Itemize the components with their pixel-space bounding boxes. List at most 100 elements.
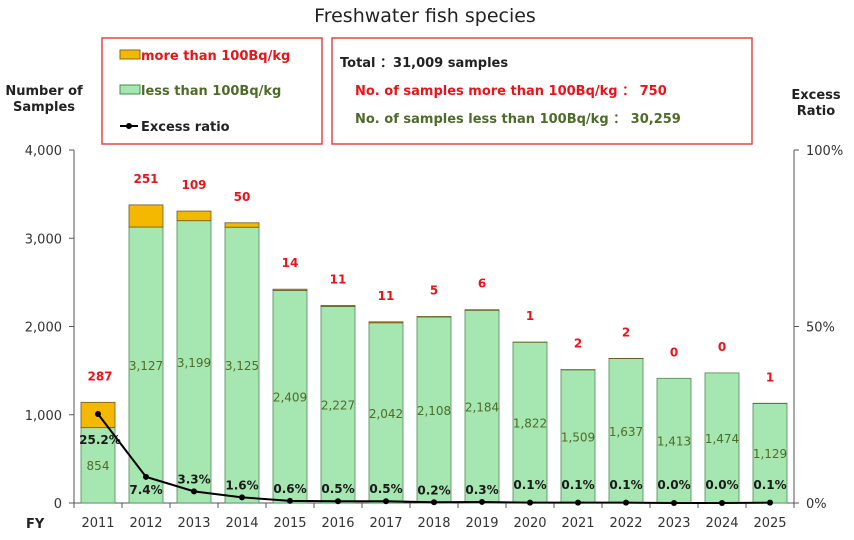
bar-less — [608, 358, 644, 504]
x-tick-label: 2016 — [321, 516, 354, 531]
more-value-label: 2 — [574, 337, 582, 351]
ratio-value-label: 0.2% — [417, 483, 450, 497]
x-tick-label: 2019 — [465, 516, 498, 531]
chart-title: Freshwater fish species — [314, 5, 536, 27]
bars — [80, 204, 788, 504]
ratio-point — [767, 499, 773, 506]
less-value-label: 1,509 — [561, 430, 595, 444]
x-tick-label: 2017 — [369, 516, 402, 531]
bar-more — [272, 288, 308, 291]
y-axis-label: Number of Samples — [5, 84, 83, 115]
less-value-label: 2,108 — [417, 404, 451, 418]
bar-less — [416, 316, 452, 504]
x-tick-label: 2020 — [513, 516, 546, 531]
x-tick-label: 2025 — [753, 516, 786, 531]
less-value-label: 1,413 — [657, 435, 691, 449]
legend-swatch-less — [119, 84, 141, 95]
data-labels: 8542873,1272513,1991093,125502,409142,22… — [79, 172, 787, 497]
more-value-label: 109 — [181, 178, 206, 192]
more-value-label: 0 — [670, 345, 678, 359]
y-tick-label: 4,000 — [25, 144, 62, 159]
ratio-point — [479, 498, 485, 505]
summary-total: Total ：31,009 samples — [340, 56, 508, 71]
ratio-point — [95, 411, 101, 418]
y-tick-label: 0 — [54, 497, 62, 512]
x-tick-label: 2018 — [417, 516, 450, 531]
x-tick-label: 2024 — [705, 516, 738, 531]
less-value-label: 2,409 — [273, 391, 307, 405]
more-value-label: 0 — [718, 340, 726, 354]
bar-less — [656, 377, 692, 504]
less-value-label: 3,199 — [177, 356, 211, 370]
less-value-label: 854 — [87, 459, 110, 473]
y-tick-label: 3,000 — [25, 232, 62, 247]
ratio-point — [143, 473, 149, 480]
legend-marker-ratio — [126, 123, 132, 129]
legend-swatch-more — [119, 49, 141, 60]
y-tick-label: 2,000 — [25, 321, 62, 336]
y2-axis-label: Excess Ratio — [791, 88, 841, 119]
legend-less: less than 100Bq/kg — [141, 84, 281, 99]
ratio-point — [431, 499, 437, 506]
bar-less — [560, 369, 596, 504]
x-tick-label: 2012 — [129, 516, 162, 531]
ratio-value-label: 0.1% — [609, 478, 642, 492]
summary-more: No. of samples more than 100Bq/kg ： 750 — [355, 84, 667, 99]
bar-less — [128, 226, 164, 504]
more-value-label: 1 — [526, 309, 534, 323]
x-tick-label: 2013 — [177, 516, 210, 531]
legend: more than 100Bq/kg less than 100Bq/kg Ex… — [101, 37, 323, 145]
more-value-label: 11 — [378, 289, 395, 303]
legend-more: more than 100Bq/kg — [141, 49, 290, 64]
ratio-point — [623, 499, 629, 506]
less-value-label: 1,129 — [753, 447, 787, 461]
y2-tick-label: 50% — [806, 321, 835, 336]
more-value-label: 14 — [282, 256, 299, 270]
ratio-value-label: 0.5% — [321, 482, 354, 496]
ratio-point — [671, 500, 677, 506]
legend-ratio: Excess ratio — [141, 120, 230, 135]
ratio-point — [383, 498, 389, 505]
x-tick-label: 2011 — [81, 516, 114, 531]
more-value-label: 2 — [622, 325, 630, 339]
ratio-point — [239, 494, 245, 501]
y2-tick-label: 0% — [806, 497, 827, 512]
less-value-label: 1,822 — [513, 417, 547, 431]
x-axis-label: FY — [26, 517, 45, 532]
ratio-value-label: 0.5% — [369, 482, 402, 496]
excess-ratio-line — [95, 411, 773, 506]
less-value-label: 3,127 — [129, 359, 163, 373]
bar-more — [368, 321, 404, 324]
y2-tick-label: 100% — [806, 144, 843, 159]
x-tick-label: 2022 — [609, 516, 642, 531]
bar-less — [176, 220, 212, 504]
bar-less — [368, 322, 404, 504]
bar-more — [128, 204, 164, 228]
ratio-value-label: 1.6% — [225, 478, 258, 492]
bar-more — [320, 305, 356, 307]
ratio-point — [287, 497, 293, 504]
ratio-value-label: 3.3% — [177, 472, 210, 486]
ratio-point — [191, 488, 197, 495]
bar-less — [320, 306, 356, 504]
bar-less — [80, 427, 116, 504]
summary-box: Total ：31,009 samples No. of samples mor… — [331, 37, 753, 145]
bar-less — [464, 309, 500, 504]
ratio-value-label: 7.4% — [129, 483, 162, 497]
ratio-value-label: 0.1% — [561, 478, 594, 492]
summary-less: No. of samples less than 100Bq/kg ： 30,2… — [355, 112, 681, 127]
more-value-label: 11 — [330, 272, 347, 286]
ratio-point — [719, 500, 725, 506]
ratio-point — [527, 499, 533, 506]
y-tick-label: 1,000 — [25, 409, 62, 424]
more-value-label: 1 — [766, 370, 774, 384]
less-value-label: 2,184 — [465, 401, 499, 415]
less-value-label: 2,042 — [369, 407, 403, 421]
ratio-value-label: 0.6% — [273, 482, 306, 496]
bar-less — [512, 341, 548, 504]
summary-border — [331, 37, 753, 145]
ratio-value-label: 0.1% — [753, 478, 786, 492]
ratio-value-label: 0.3% — [465, 483, 498, 497]
